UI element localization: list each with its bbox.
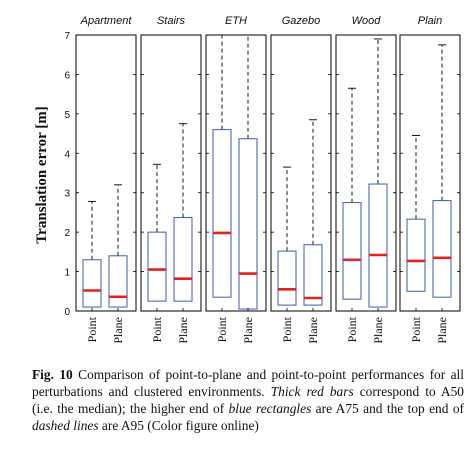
box-rect [303, 244, 323, 306]
y-tick-label: 1 [64, 268, 70, 279]
panel-title: Gazebo [282, 15, 321, 27]
y-tick-label: 0 [64, 307, 70, 318]
panel-title: Plain [418, 15, 442, 27]
caption-text-1: Comparison of point-to-plane and point-t… [32, 367, 464, 399]
box-rect [432, 200, 452, 298]
x-tick-label: Point [85, 316, 99, 342]
box-rect [342, 202, 362, 300]
y-tick-label: 7 [64, 31, 70, 42]
box-rect [147, 231, 167, 302]
caption-emphasis-blue-rectangles: blue rectangles [228, 401, 312, 416]
panel-frame [335, 34, 397, 312]
panel-frame [75, 34, 137, 312]
panel-frame [205, 34, 267, 312]
panel-title: Wood [352, 15, 382, 27]
y-tick-label: 4 [64, 149, 70, 160]
box-rect [173, 217, 193, 302]
x-tick-label: Point [345, 316, 359, 342]
box-rect [108, 255, 128, 308]
panel-frame [270, 34, 332, 312]
panel-title: Apartment [80, 15, 133, 27]
x-tick-label: Plane [111, 317, 125, 344]
box-rect [212, 129, 232, 298]
panel-frame [140, 34, 202, 312]
caption-text-4: are A95 (Color figure online) [98, 418, 259, 433]
caption-emphasis-dashed-lines: dashed lines [32, 418, 99, 433]
x-tick-label: Plane [241, 317, 255, 344]
x-tick-label: Point [409, 316, 423, 342]
box-rect [82, 259, 102, 308]
x-tick-label: Plane [306, 317, 320, 344]
x-tick-label: Plane [176, 317, 190, 344]
caption-text-2: correspond to A50 (i.e. the median); the… [32, 384, 464, 416]
x-tick-label: Point [150, 316, 164, 342]
caption-text-3: are A75 and the top end of [311, 401, 464, 416]
y-tick-label: 3 [64, 189, 70, 200]
figure-label: Fig. 10 [32, 367, 73, 382]
x-tick-label: Point [280, 316, 294, 342]
x-tick-label: Plane [371, 317, 385, 344]
panel-title: ETH [225, 15, 247, 27]
caption-emphasis-red-bars: Thick red bars [270, 384, 354, 399]
y-tick-label: 2 [64, 228, 70, 239]
y-tick-label: 6 [64, 70, 70, 81]
box-rect [277, 250, 297, 306]
panel-frame [399, 34, 461, 312]
box-rect [238, 138, 258, 310]
box-rect [406, 218, 426, 292]
figure-caption: Fig. 10 Comparison of point-to-plane and… [32, 366, 464, 434]
box-rect [368, 183, 388, 308]
y-tick-label: 5 [64, 110, 70, 121]
y-axis-label: Translation error [m] [34, 106, 50, 243]
boxplot-figure: Translation error [m] Apartment 0 1 2 3 4 5 6 7 P… [34, 15, 461, 344]
x-tick-label: Point [215, 316, 229, 342]
panel-title: Stairs [157, 15, 186, 27]
x-tick-label: Plane [435, 317, 449, 344]
